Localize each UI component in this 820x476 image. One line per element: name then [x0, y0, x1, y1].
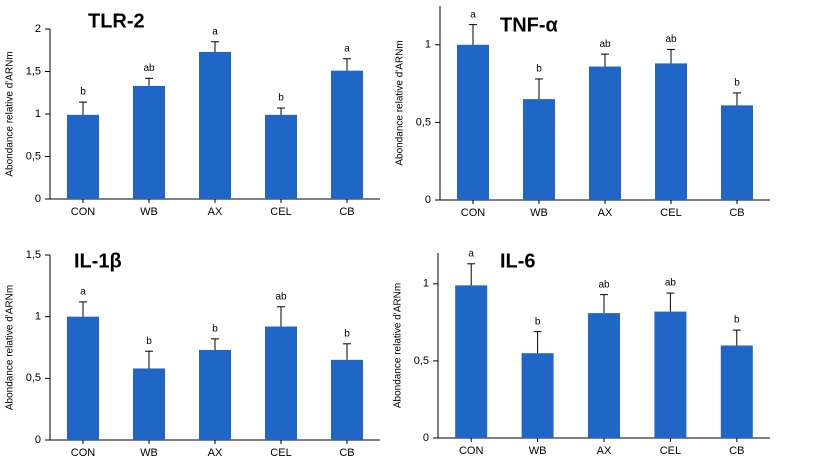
y-tick-label: 0,5 — [26, 150, 41, 162]
y-axis-label: Abondance relative d'ARNm — [5, 51, 16, 176]
x-tick-label: WB — [529, 445, 547, 457]
x-tick-label: CEL — [660, 445, 681, 457]
bar — [455, 285, 488, 438]
y-tick-label: 1 — [35, 311, 41, 323]
significance-label: b — [734, 315, 740, 326]
bar — [199, 349, 231, 440]
bar — [331, 70, 363, 200]
significance-label: a — [212, 26, 218, 37]
y-tick-label: 0,5 — [414, 355, 429, 367]
significance-label: ab — [598, 279, 610, 290]
x-tick-label: CB — [729, 207, 744, 219]
significance-label: b — [535, 316, 541, 327]
y-axis-label: Abondance relative d'ARNm — [5, 285, 16, 410]
x-tick-label: CEL — [270, 447, 291, 459]
x-tick-label: CEL — [270, 206, 291, 218]
bar — [331, 359, 363, 440]
y-tick-label: 1 — [423, 278, 429, 290]
significance-label: b — [536, 64, 542, 75]
x-tick-label: WB — [530, 207, 548, 219]
y-tick-label: 1,5 — [26, 65, 41, 77]
x-tick-label: CON — [71, 447, 96, 459]
significance-label: ab — [275, 291, 287, 302]
bar — [588, 313, 620, 438]
bar — [67, 316, 99, 440]
bar — [67, 114, 99, 199]
significance-label: ab — [599, 39, 611, 50]
bar — [720, 345, 753, 438]
bar — [133, 85, 165, 199]
bar — [654, 311, 687, 438]
significance-label: ab — [665, 34, 677, 45]
significance-label: a — [470, 9, 476, 20]
bar — [521, 353, 554, 438]
y-tick-label: 2 — [35, 23, 41, 35]
y-tick-label: 0 — [423, 432, 429, 444]
bar — [589, 66, 621, 200]
significance-label: a — [468, 248, 474, 259]
x-tick-label: WB — [140, 206, 158, 218]
x-tick-label: CB — [339, 447, 354, 459]
bar — [133, 368, 165, 440]
y-axis-label: Abondance relative d'ARNm — [393, 283, 404, 408]
significance-label: b — [80, 87, 86, 98]
y-tick-label: 0 — [425, 194, 431, 206]
y-axis-label: Abondance relative d'ARNm — [395, 40, 406, 165]
significance-label: b — [278, 93, 284, 104]
bar — [265, 326, 297, 440]
x-tick-label: CON — [71, 206, 96, 218]
y-tick-label: 1 — [35, 108, 41, 120]
significance-label: b — [146, 336, 152, 347]
y-tick-label: 1,5 — [26, 249, 41, 261]
x-tick-label: CEL — [660, 207, 681, 219]
chart-title: TNF-α — [500, 14, 559, 36]
x-tick-label: CB — [339, 206, 354, 218]
significance-label: b — [734, 78, 740, 89]
x-tick-label: AX — [597, 445, 612, 457]
x-tick-label: CON — [461, 207, 486, 219]
bar — [523, 99, 555, 200]
x-tick-label: AX — [598, 207, 613, 219]
chart-title: TLR-2 — [88, 10, 145, 32]
y-tick-label: 0 — [35, 434, 41, 446]
significance-label: a — [344, 43, 350, 54]
x-tick-label: CB — [729, 445, 744, 457]
x-tick-label: WB — [140, 447, 158, 459]
bar — [265, 114, 297, 199]
significance-label: b — [212, 324, 218, 335]
bar — [199, 51, 231, 200]
bar — [457, 44, 489, 200]
x-tick-label: AX — [208, 447, 223, 459]
bar — [721, 105, 753, 200]
significance-label: b — [344, 328, 350, 339]
chart-title: IL-6 — [500, 250, 536, 272]
y-tick-label: 0 — [35, 193, 41, 205]
bar — [655, 63, 687, 201]
x-tick-label: CON — [459, 445, 484, 457]
significance-label: ab — [143, 63, 155, 74]
y-tick-label: 0,5 — [416, 116, 431, 128]
significance-label: ab — [665, 278, 677, 289]
significance-label: a — [80, 287, 86, 298]
x-tick-label: AX — [208, 206, 223, 218]
y-tick-label: 1 — [425, 39, 431, 51]
chart-title: IL-1β — [74, 250, 122, 272]
y-tick-label: 0,5 — [26, 372, 41, 384]
